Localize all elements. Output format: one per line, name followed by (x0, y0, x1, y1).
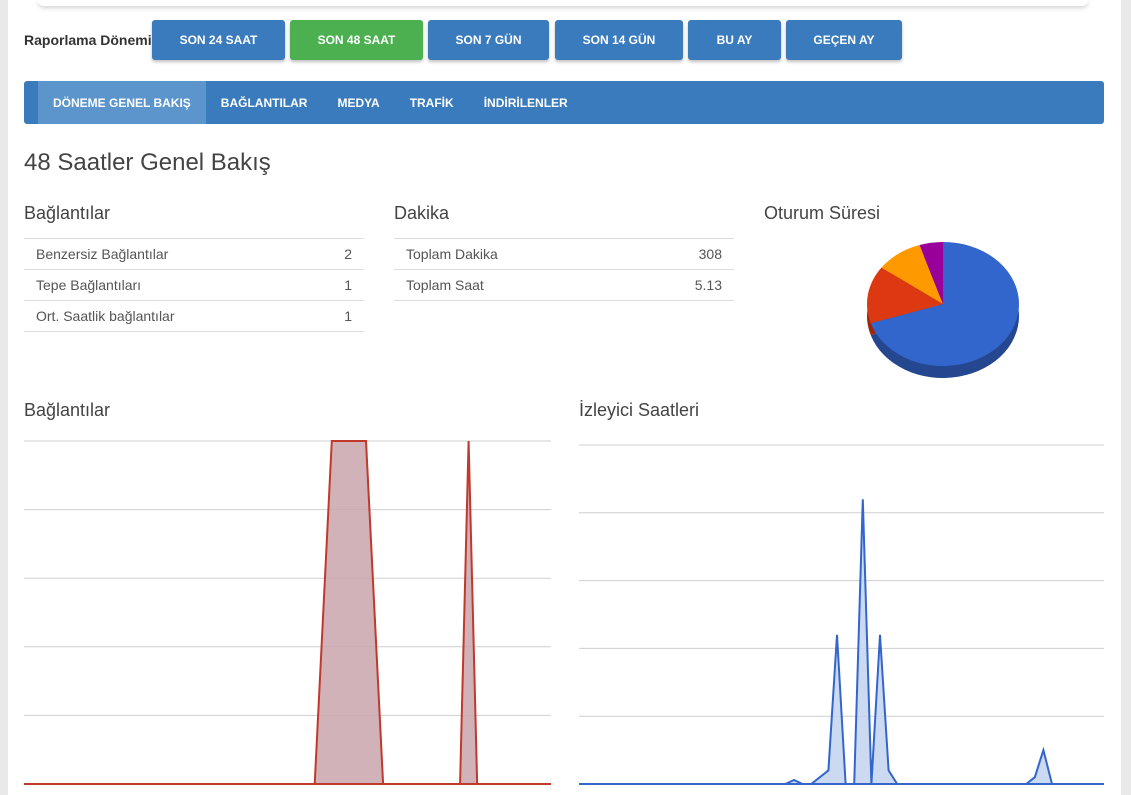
table-row: Ort. Saatlik bağlantılar 1 (24, 301, 364, 332)
minutes-stats-title: Dakika (394, 203, 450, 223)
stat-value: 5.13 (694, 277, 722, 293)
section-nav: DÖNEME GENEL BAKIŞ BAĞLANTILAR MEDYA TRA… (24, 81, 1104, 124)
session-duration-title: Oturum Süresi (764, 203, 881, 223)
period-this-month-button[interactable]: BU AY (688, 20, 781, 60)
period-last-24h-button[interactable]: SON 24 SAAT (152, 20, 285, 60)
tab-traffic[interactable]: TRAFİK (409, 95, 454, 110)
viewer-hours-chart-title: İzleyici Saatleri (579, 400, 700, 420)
connections-stats-table: Benzersiz Bağlantılar 2 Tepe Bağlantılar… (24, 238, 364, 332)
stat-label: Ort. Saatlik bağlantılar (36, 308, 175, 324)
connections-chart-title: Bağlantılar (24, 400, 111, 420)
series-line (24, 440, 486, 785)
table-row: Tepe Bağlantıları 1 (24, 270, 364, 301)
page-title: 48 Saatler Genel Bakış (24, 149, 271, 176)
pie-slice (919, 242, 943, 304)
session-duration-pie-chart (867, 242, 1019, 378)
table-row: Toplam Dakika 308 (394, 239, 734, 270)
connections-area-chart (24, 440, 551, 785)
stat-value: 1 (344, 308, 352, 324)
table-row: Toplam Saat 5.13 (394, 270, 734, 301)
series-line (579, 499, 1053, 785)
pie-slice (881, 245, 943, 304)
viewer-hours-area-chart (579, 444, 1104, 785)
series-area (24, 441, 486, 784)
tab-overview[interactable]: DÖNEME GENEL BAKIŞ (38, 81, 206, 124)
tab-connections[interactable]: BAĞLANTILAR (220, 95, 308, 110)
pie-slice (867, 267, 943, 324)
tab-media[interactable]: MEDYA (337, 95, 380, 110)
stat-label: Toplam Dakika (406, 246, 498, 262)
stat-value: 2 (344, 246, 352, 262)
period-last-month-button[interactable]: GEÇEN AY (786, 20, 902, 60)
tab-downloads[interactable]: İNDİRİLENLER (483, 95, 568, 110)
stat-label: Toplam Saat (406, 277, 484, 293)
period-last-7d-button[interactable]: SON 7 GÜN (428, 20, 549, 60)
table-row: Benzersiz Bağlantılar 2 (24, 239, 364, 270)
stat-value: 1 (344, 277, 352, 293)
connections-stats-title: Bağlantılar (24, 203, 111, 223)
period-last-48h-button[interactable]: SON 48 SAAT (290, 20, 423, 60)
period-last-14d-button[interactable]: SON 14 GÜN (555, 20, 683, 60)
series-area (579, 499, 1052, 784)
pie-slice (870, 242, 1019, 366)
stat-value: 308 (698, 246, 722, 262)
minutes-stats-table: Toplam Dakika 308 Toplam Saat 5.13 (394, 238, 734, 301)
period-label: Raporlama Dönemi: (24, 32, 157, 48)
top-card-edge (38, 0, 1088, 6)
stat-label: Benzersiz Bağlantılar (36, 246, 169, 262)
page: Raporlama Dönemi: SON 24 SAAT SON 48 SAA… (8, 0, 1121, 795)
stat-label: Tepe Bağlantıları (36, 277, 142, 293)
